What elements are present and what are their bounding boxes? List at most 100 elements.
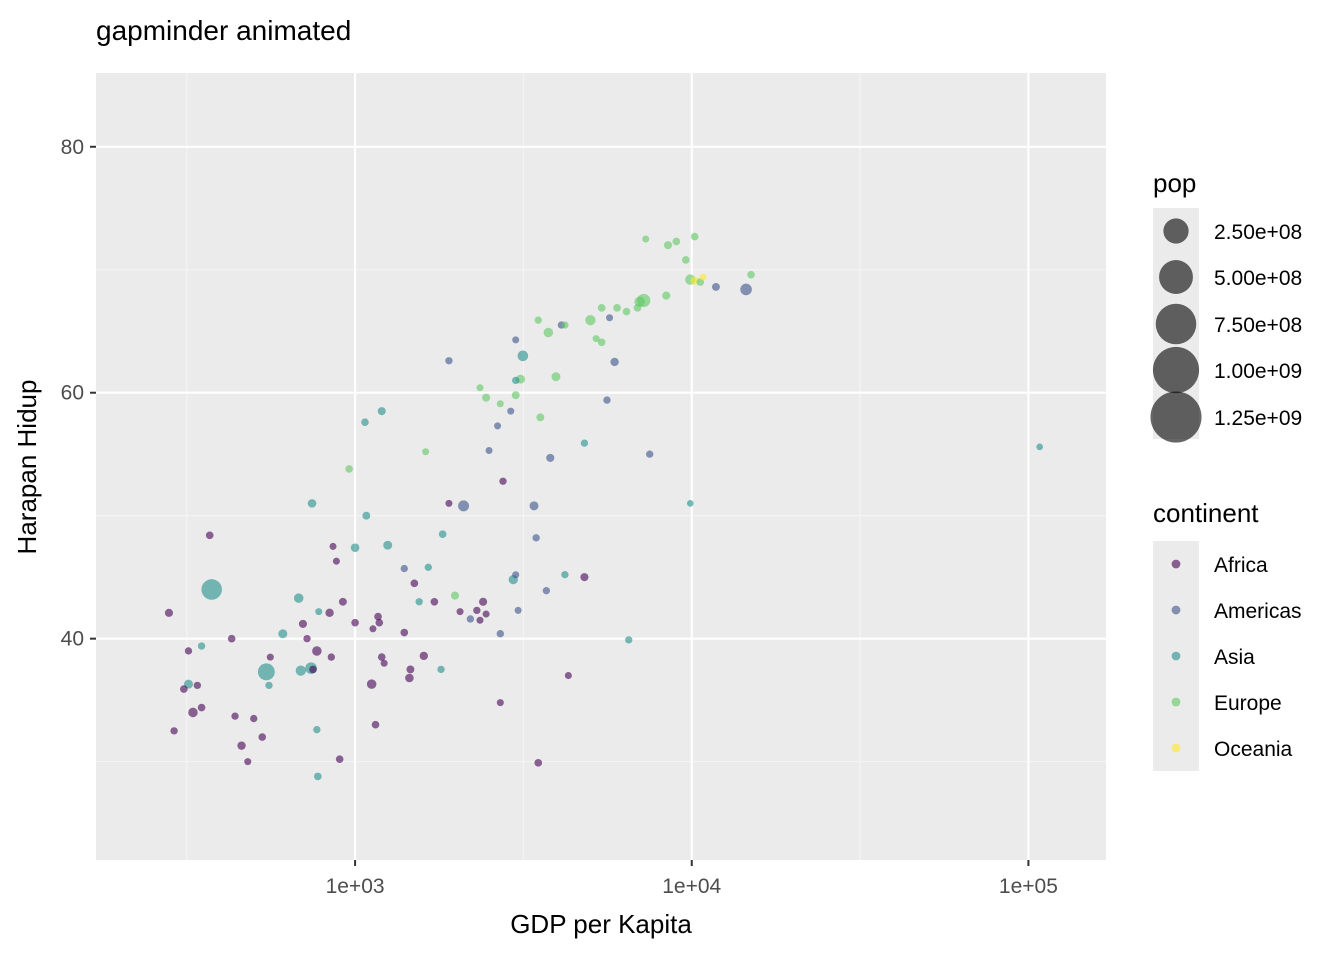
size-legend-key — [1150, 391, 1202, 443]
point-africa — [482, 610, 490, 618]
color-legend-key — [1171, 697, 1181, 707]
y-tick-label: 60 — [61, 382, 84, 405]
point-asia — [307, 499, 317, 508]
point-asia — [197, 642, 206, 650]
point-asia — [350, 543, 360, 552]
point-asia — [438, 530, 447, 538]
point-americas — [546, 453, 555, 462]
point-europe — [543, 327, 554, 338]
point-americas — [494, 422, 502, 430]
point-africa — [258, 733, 267, 741]
size-legend-label: 7.50e+08 — [1214, 314, 1302, 337]
point-africa — [329, 542, 337, 550]
point-africa — [369, 625, 377, 633]
point-asia — [313, 772, 322, 781]
point-europe — [747, 270, 755, 279]
point-europe — [681, 256, 690, 264]
point-americas — [507, 407, 515, 415]
point-africa — [473, 606, 481, 615]
point-asia — [201, 579, 222, 600]
point-europe — [476, 384, 484, 392]
color-legend-title: continent — [1153, 498, 1259, 528]
point-africa — [237, 741, 246, 750]
point-africa — [400, 628, 409, 637]
color-legend-key — [1171, 605, 1181, 615]
point-asia — [686, 500, 694, 507]
major-gridlines — [96, 73, 1106, 860]
point-asia — [315, 608, 323, 616]
point-asia — [415, 598, 423, 606]
point-europe — [613, 304, 621, 312]
point-africa — [456, 608, 464, 616]
point-asia — [362, 511, 371, 520]
size-legend-key — [1163, 218, 1189, 244]
point-africa — [227, 634, 236, 643]
size-legend-label: 5.00e+08 — [1214, 267, 1302, 290]
y-tick-label: 80 — [61, 136, 84, 159]
point-africa — [430, 597, 439, 606]
point-africa — [377, 653, 386, 661]
point-americas — [512, 571, 520, 579]
x-axis-label: GDP per Kapita — [510, 909, 692, 939]
point-africa — [351, 618, 359, 627]
point-asia — [383, 540, 393, 550]
point-africa — [366, 679, 377, 689]
point-europe — [633, 304, 642, 312]
point-africa — [445, 499, 453, 507]
size-legend-label: 2.50e+08 — [1214, 221, 1302, 244]
point-africa — [205, 531, 214, 540]
point-asia — [517, 350, 529, 362]
point-americas — [542, 587, 551, 595]
color-legend-label: Africa — [1214, 554, 1268, 577]
point-asia — [295, 665, 306, 676]
point-africa — [197, 703, 206, 712]
color-legend-label: Oceania — [1214, 738, 1293, 761]
point-americas — [740, 283, 752, 296]
point-europe — [663, 241, 673, 250]
point-asia — [361, 418, 369, 427]
point-africa — [479, 597, 488, 606]
point-africa — [298, 619, 307, 628]
color-legend-label: Asia — [1214, 646, 1255, 669]
point-africa — [266, 653, 274, 661]
point-europe — [592, 335, 600, 343]
point-europe — [585, 315, 596, 326]
point-africa — [580, 573, 589, 582]
point-africa — [338, 597, 347, 606]
point-africa — [325, 608, 334, 618]
point-americas — [400, 564, 408, 573]
point-africa — [188, 707, 198, 718]
point-africa — [476, 616, 484, 624]
size-legend: pop 2.50e+08 5.00e+08 7.50e+08 1.00e+09 1.25… — [1150, 168, 1302, 443]
color-legend: continent Africa Americas Asia Europe Oceani… — [1153, 498, 1302, 771]
point-africa — [327, 653, 335, 661]
color-legend-key — [1171, 651, 1181, 661]
y-tick-label: 40 — [61, 628, 84, 651]
size-legend-key — [1155, 303, 1197, 345]
point-americas — [514, 606, 522, 614]
point-asia — [512, 376, 520, 385]
point-africa — [534, 759, 543, 767]
point-europe — [551, 372, 561, 382]
point-europe — [690, 232, 699, 241]
point-americas — [712, 283, 720, 291]
point-africa — [380, 659, 388, 667]
point-africa — [184, 647, 193, 655]
point-africa — [231, 712, 239, 720]
point-asia — [293, 593, 304, 603]
point-europe — [642, 235, 650, 243]
point-americas — [529, 501, 539, 511]
point-europe — [496, 400, 504, 408]
point-americas — [610, 357, 619, 367]
point-europe — [511, 391, 520, 400]
point-americas — [606, 314, 614, 322]
point-americas — [496, 630, 504, 638]
point-europe — [561, 321, 569, 329]
point-oceania — [699, 273, 707, 281]
color-legend-key — [1171, 743, 1181, 753]
point-americas — [646, 450, 654, 458]
point-americas — [603, 396, 611, 404]
y-axis: 40 60 80 — [61, 136, 96, 651]
point-europe — [662, 291, 671, 300]
data-points — [164, 232, 1044, 781]
